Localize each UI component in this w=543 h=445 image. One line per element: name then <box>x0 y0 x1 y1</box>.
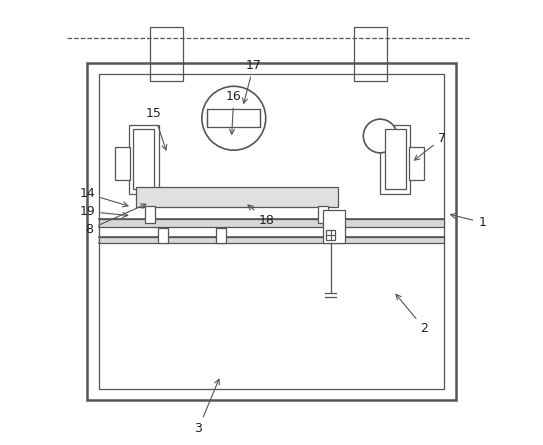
Bar <box>99 237 444 243</box>
Text: 2: 2 <box>396 294 428 336</box>
Bar <box>367 125 394 146</box>
Text: 7: 7 <box>414 132 446 160</box>
Circle shape <box>363 119 397 153</box>
Bar <box>207 109 261 127</box>
Bar <box>99 74 444 389</box>
Bar <box>216 228 226 243</box>
Text: 19: 19 <box>79 205 128 218</box>
Bar <box>129 125 159 194</box>
Text: 1: 1 <box>451 214 486 229</box>
Bar <box>115 147 130 180</box>
Text: 14: 14 <box>79 187 128 207</box>
Bar <box>326 231 336 240</box>
Text: 18: 18 <box>248 205 275 227</box>
Text: 15: 15 <box>146 107 167 150</box>
Bar <box>136 187 338 207</box>
Text: 16: 16 <box>226 89 242 134</box>
Bar <box>409 147 424 180</box>
Bar <box>159 228 168 243</box>
Bar <box>145 206 155 222</box>
Text: 8: 8 <box>86 204 146 236</box>
Bar <box>318 206 328 222</box>
Bar <box>323 210 345 243</box>
Bar <box>384 129 406 189</box>
Bar <box>353 27 387 81</box>
Circle shape <box>202 86 266 150</box>
Text: 3: 3 <box>194 379 219 435</box>
Bar <box>99 219 444 227</box>
Bar <box>87 63 456 400</box>
Bar <box>380 125 411 194</box>
Bar <box>149 27 183 81</box>
Text: 17: 17 <box>243 59 262 103</box>
Bar <box>133 129 154 189</box>
